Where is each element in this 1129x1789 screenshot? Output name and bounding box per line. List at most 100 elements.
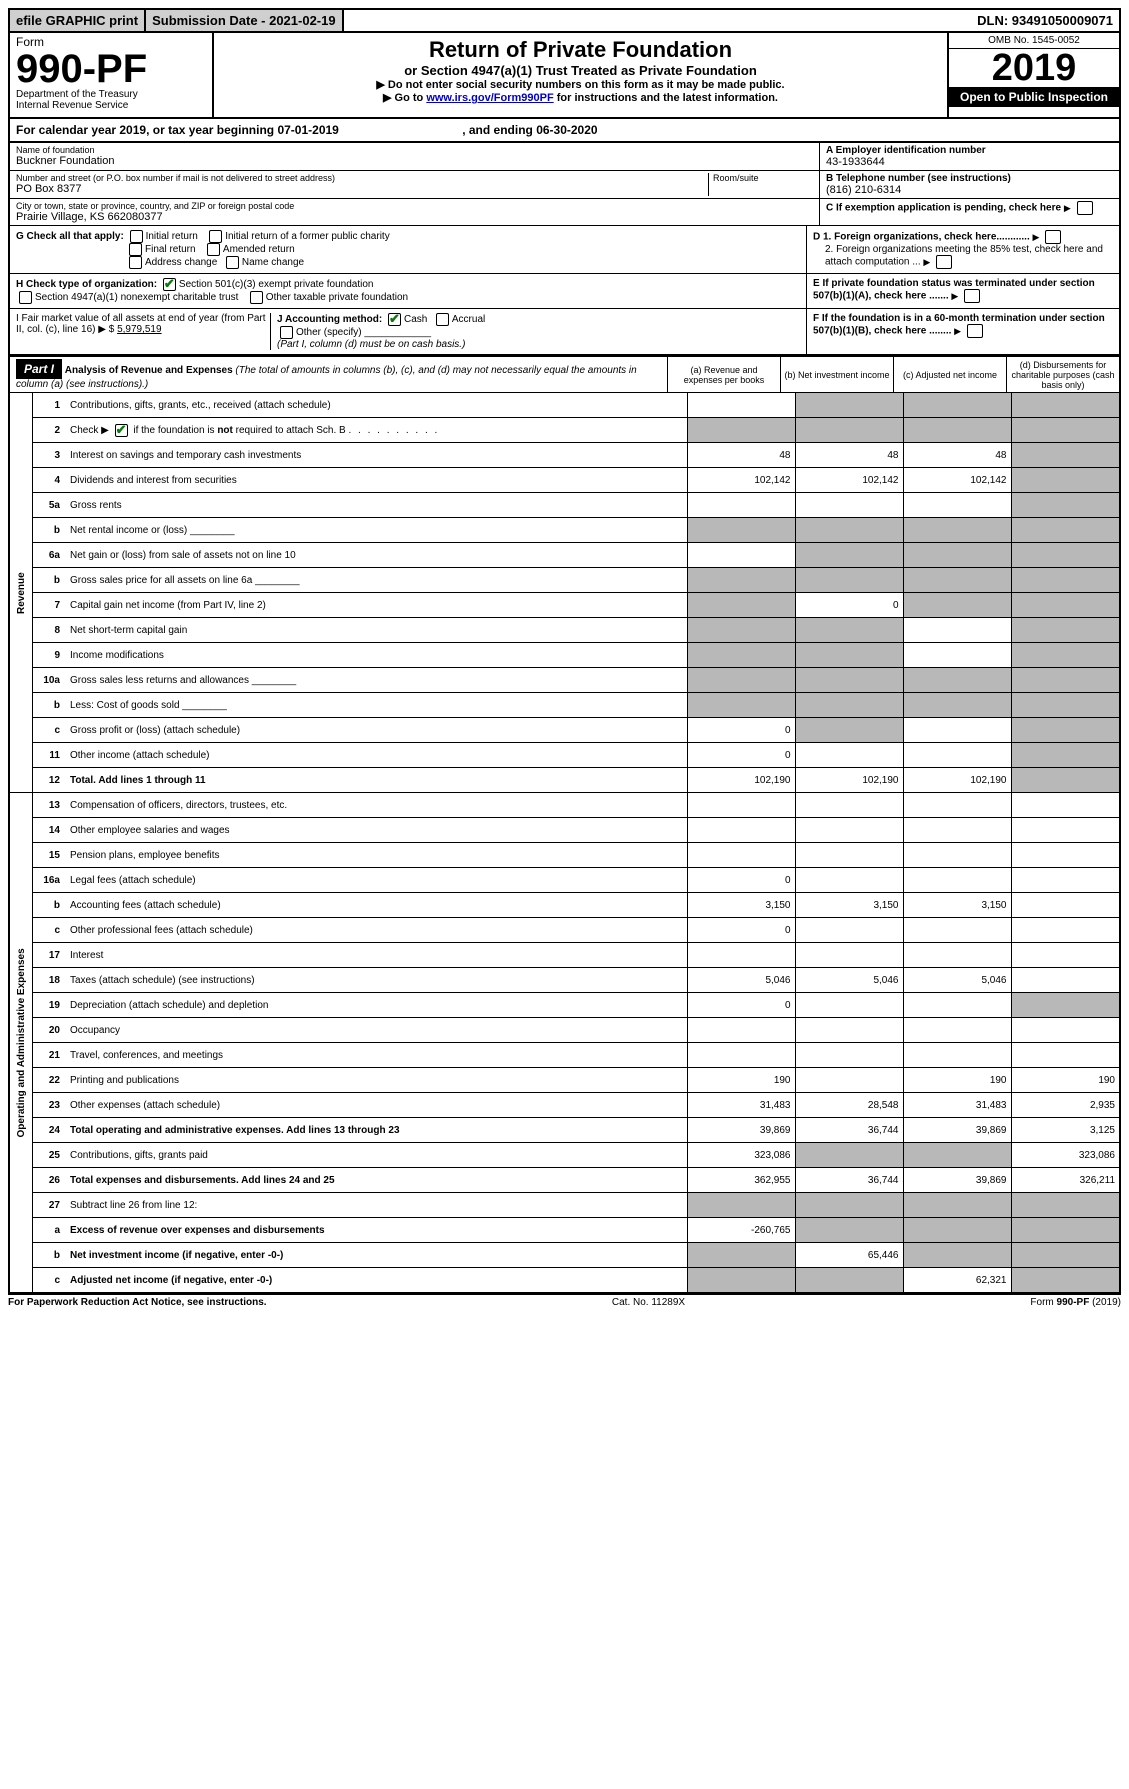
g-label: G Check all that apply: xyxy=(16,231,124,242)
cell-value xyxy=(795,993,903,1018)
table-row: 22Printing and publications190190190 xyxy=(10,1068,1119,1093)
table-row: 9Income modifications xyxy=(10,643,1119,668)
cell-grey xyxy=(795,1218,903,1243)
cell-grey xyxy=(903,693,1011,718)
e-checkbox[interactable] xyxy=(964,289,980,303)
cell-grey xyxy=(795,393,903,418)
cell-value: 28,548 xyxy=(795,1093,903,1118)
d2-checkbox[interactable] xyxy=(936,255,952,269)
cell-value: 362,955 xyxy=(687,1168,795,1193)
part1-header: Part I Analysis of Revenue and Expenses … xyxy=(10,357,1119,392)
line-number: 4 xyxy=(32,468,66,493)
cb-accrual[interactable] xyxy=(436,313,449,326)
c-label: C If exemption application is pending, c… xyxy=(826,203,1061,214)
col-a-header: (a) Revenue and expenses per books xyxy=(667,357,780,392)
cell-value: 62,321 xyxy=(903,1268,1011,1293)
cell-value xyxy=(903,643,1011,668)
cell-value xyxy=(903,993,1011,1018)
cell-grey xyxy=(687,668,795,693)
arrow-icon xyxy=(1033,232,1042,243)
cell-grey xyxy=(903,418,1011,443)
cell-grey xyxy=(795,693,903,718)
cb-initial-former[interactable] xyxy=(209,230,222,243)
cb-4947[interactable] xyxy=(19,291,32,304)
cell-value: 323,086 xyxy=(1011,1143,1119,1168)
cell-value xyxy=(687,1018,795,1043)
cell-value xyxy=(687,843,795,868)
line-desc: Net gain or (loss) from sale of assets n… xyxy=(66,543,687,568)
calyear-begin: 07-01-2019 xyxy=(277,123,338,137)
line-number: 19 xyxy=(32,993,66,1018)
cb-addr-change[interactable] xyxy=(129,256,142,269)
cell-value xyxy=(795,1043,903,1068)
dln: DLN: 93491050009071 xyxy=(971,10,1119,31)
line-desc: Interest on savings and temporary cash i… xyxy=(66,443,687,468)
cell-grey xyxy=(795,1268,903,1293)
efile-button[interactable]: efile GRAPHIC print xyxy=(10,10,146,31)
footer-mid: Cat. No. 11289X xyxy=(612,1297,685,1308)
cell-grey xyxy=(795,668,903,693)
cb-other-taxable[interactable] xyxy=(250,291,263,304)
line-number: b xyxy=(32,893,66,918)
cell-value: 31,483 xyxy=(903,1093,1011,1118)
cell-value xyxy=(687,1043,795,1068)
cb-name-change[interactable] xyxy=(226,256,239,269)
cb-initial[interactable] xyxy=(130,230,143,243)
line-number: b xyxy=(32,693,66,718)
identity-section: Name of foundation Buckner Foundation A … xyxy=(8,143,1121,226)
line-number: 10a xyxy=(32,668,66,693)
cell-grey xyxy=(903,668,1011,693)
cell-grey xyxy=(1011,418,1119,443)
cell-grey xyxy=(903,543,1011,568)
line-number: 15 xyxy=(32,843,66,868)
cb-other-method[interactable] xyxy=(280,326,293,339)
cell-grey xyxy=(1011,618,1119,643)
table-row: Operating and Administrative Expenses13C… xyxy=(10,793,1119,818)
cell-grey xyxy=(687,593,795,618)
line-desc: Capital gain net income (from Part IV, l… xyxy=(66,593,687,618)
part1-section: Part I Analysis of Revenue and Expenses … xyxy=(8,356,1121,1294)
line-desc: Net rental income or (loss) ________ xyxy=(66,518,687,543)
cell-value xyxy=(1011,943,1119,968)
cell-value: 39,869 xyxy=(687,1118,795,1143)
form-subtitle: or Section 4947(a)(1) Trust Treated as P… xyxy=(220,63,941,78)
cb-501c3[interactable] xyxy=(163,278,176,291)
cell-value xyxy=(687,543,795,568)
table-row: 11Other income (attach schedule)0 xyxy=(10,743,1119,768)
inspection-badge: Open to Public Inspection xyxy=(949,87,1119,107)
foundation-name: Buckner Foundation xyxy=(16,155,813,167)
cell-value xyxy=(687,493,795,518)
cb-cash[interactable] xyxy=(388,313,401,326)
table-row: 12Total. Add lines 1 through 11102,19010… xyxy=(10,768,1119,793)
cell-value xyxy=(903,843,1011,868)
line-number: b xyxy=(32,1243,66,1268)
cb-amended[interactable] xyxy=(207,243,220,256)
line-number: 1 xyxy=(32,393,66,418)
opt-501c3: Section 501(c)(3) exempt private foundat… xyxy=(179,279,374,290)
table-row: 4Dividends and interest from securities1… xyxy=(10,468,1119,493)
table-row: 20Occupancy xyxy=(10,1018,1119,1043)
line-desc: Compensation of officers, directors, tru… xyxy=(66,793,687,818)
cb-final[interactable] xyxy=(129,243,142,256)
table-row: cOther professional fees (attach schedul… xyxy=(10,918,1119,943)
cell-value: 102,142 xyxy=(687,468,795,493)
d1-checkbox[interactable] xyxy=(1045,230,1061,244)
f-checkbox[interactable] xyxy=(967,324,983,338)
form-url-link[interactable]: www.irs.gov/Form990PF xyxy=(426,92,553,104)
cb-schb[interactable] xyxy=(115,424,128,437)
table-row: bGross sales price for all assets on lin… xyxy=(10,568,1119,593)
cell-value: 36,744 xyxy=(795,1168,903,1193)
d1-label: D 1. Foreign organizations, check here..… xyxy=(813,232,1030,243)
line-desc: Excess of revenue over expenses and disb… xyxy=(66,1218,687,1243)
cell-grey xyxy=(903,1218,1011,1243)
line-desc: Adjusted net income (if negative, enter … xyxy=(66,1268,687,1293)
arrow-icon xyxy=(951,291,960,302)
line-number: 5a xyxy=(32,493,66,518)
cell-value: 102,190 xyxy=(903,768,1011,793)
line-desc: Printing and publications xyxy=(66,1068,687,1093)
c-checkbox[interactable] xyxy=(1077,201,1093,215)
line-desc: Total operating and administrative expen… xyxy=(66,1118,687,1143)
table-row: bNet rental income or (loss) ________ xyxy=(10,518,1119,543)
line-desc: Subtract line 26 from line 12: xyxy=(66,1193,687,1218)
row-i-j-f: I Fair market value of all assets at end… xyxy=(8,309,1121,356)
